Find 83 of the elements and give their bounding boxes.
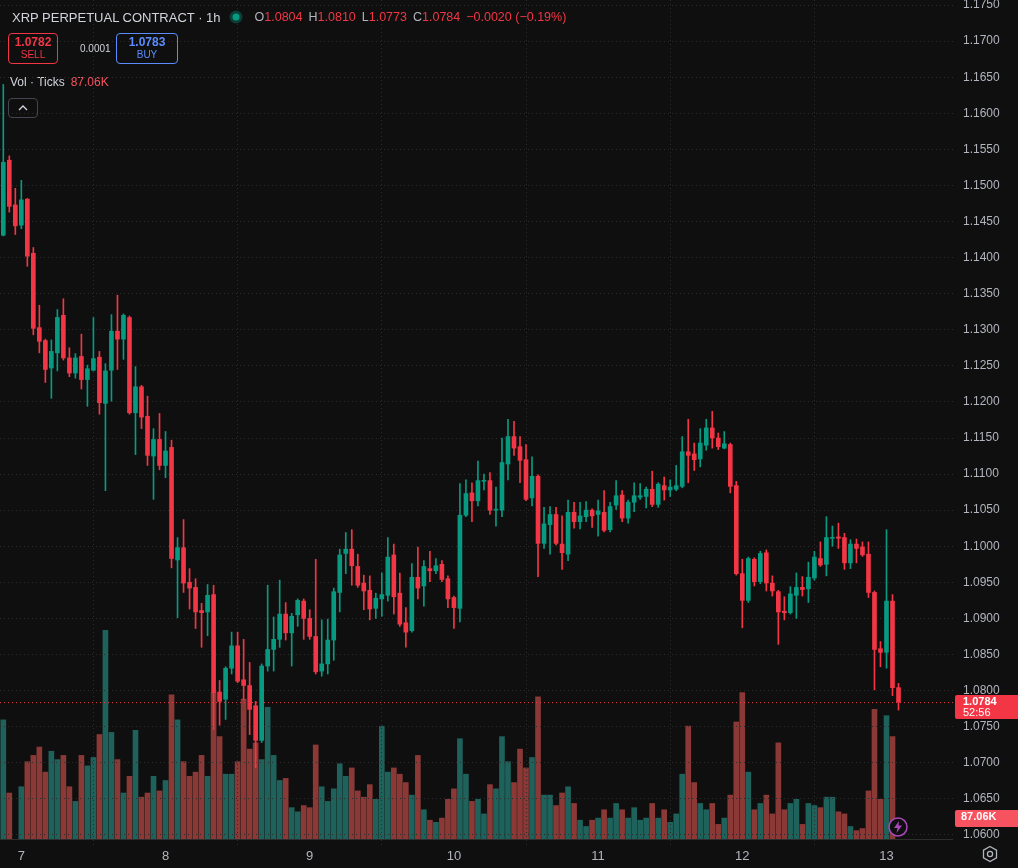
annotation: C1.0784 [412, 10, 461, 24]
candlestick [661, 476, 667, 501]
bar [282, 778, 289, 839]
y-tick-label: 1.1750 [963, 0, 1001, 12]
bar [745, 771, 752, 839]
y-tick-label: 1.0800 [963, 682, 1001, 697]
x-tick-label: 9 [306, 848, 314, 864]
ref-line-label: 1.0784 [963, 695, 998, 707]
y-tick-label: 1.0650 [963, 791, 1001, 806]
y-tick-label: 1.1500 [963, 177, 1001, 192]
y-tick-label: 1.0900 [963, 610, 1001, 625]
annotation: BUY [135, 49, 159, 61]
chart-title: Vol · Ticks [10, 75, 65, 89]
trade-button: 1.0782 SELL [8, 33, 58, 64]
text: XRP PERPETUAL CONTRACT · 1h [12, 9, 221, 25]
x-tick-label: 13 [879, 848, 894, 864]
bar [661, 809, 668, 839]
bar [487, 784, 493, 839]
y-tick-label: 1.1300 [963, 322, 1001, 337]
y-tick-label: 1.1650 [963, 69, 1001, 84]
x-tick-label: 8 [161, 848, 170, 864]
y-tick-label: 1.1150 [963, 430, 1000, 445]
candlestick [319, 619, 325, 677]
candlestick [493, 486, 499, 527]
y-tick-label: 1.1600 [963, 105, 1001, 120]
bar [409, 794, 415, 839]
y-tick-label: 1.1050 [963, 502, 1001, 517]
annotation: SELL [19, 49, 47, 61]
candlestick [427, 550, 433, 582]
annotation: 1.0783 [127, 35, 167, 49]
y-tick-label: 1.1550 [963, 141, 1001, 156]
annotation: 1.0782 [13, 35, 53, 49]
bar [649, 803, 656, 839]
candlestick [631, 482, 637, 512]
annotation: 87.06K [70, 75, 109, 89]
bar [18, 786, 25, 839]
x-tick-label: 11 [591, 848, 605, 864]
y-tick-label: 1.1250 [963, 358, 1001, 373]
bar [751, 809, 758, 839]
text: 87.06K [955, 810, 1018, 827]
y-tick-label: 1.1000 [963, 538, 1001, 553]
bar [421, 809, 427, 839]
bar [589, 819, 595, 839]
annotation: −0.0020 (−0.19%) [466, 10, 567, 24]
y-tick-label: 1.1450 [963, 213, 1001, 228]
candlestick [637, 483, 643, 500]
bar [601, 809, 607, 839]
bar [757, 803, 764, 839]
annotation: L1.0773 [361, 10, 407, 24]
annotation: 0.0001 [80, 43, 111, 54]
y-tick-label: 1.1400 [963, 249, 1001, 264]
bar [427, 819, 433, 839]
x-tick-label: 7 [17, 848, 25, 864]
y-tick-label: 1.0750 [963, 718, 1001, 733]
bar [721, 817, 728, 839]
bar [655, 817, 662, 839]
y-tick-label: 1.1350 [963, 286, 1001, 301]
x-tick-label: 12 [735, 848, 750, 864]
bar [469, 801, 475, 839]
bar [619, 809, 625, 839]
bar [529, 757, 535, 839]
y-tick-label: 1.0850 [963, 646, 1001, 661]
text: 52:56 [963, 706, 992, 718]
y-tick-label: 1.1100 [963, 466, 1000, 481]
trade-button: 1.0783 BUY [116, 33, 178, 64]
annotation: H1.0810 [308, 10, 356, 24]
bar [565, 786, 571, 839]
x-tick-label: 10 [446, 848, 462, 864]
bar [535, 696, 541, 839]
y-tick-label: 1.1200 [963, 394, 1001, 409]
bar [433, 821, 439, 839]
bar [6, 792, 13, 839]
candlestick [343, 532, 349, 575]
y-tick-label: 1.0700 [963, 755, 1001, 770]
y-tick-label: 1.0950 [963, 574, 1001, 589]
y-tick-label: 1.0600 [963, 827, 1001, 842]
bar [595, 817, 601, 839]
bar [415, 755, 421, 839]
y-tick-label: 1.1700 [963, 33, 1001, 48]
bar [571, 803, 577, 839]
bar [0, 719, 7, 839]
annotation: O1.0804 [254, 10, 303, 24]
candlestick [481, 473, 487, 491]
